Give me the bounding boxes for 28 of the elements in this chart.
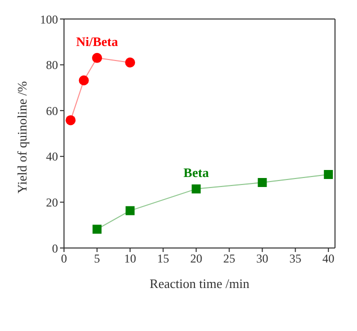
series-label: Ni/Beta bbox=[76, 34, 118, 49]
x-tick-label: 15 bbox=[157, 252, 170, 266]
y-tick-label: 100 bbox=[40, 12, 58, 26]
x-tick-label: 5 bbox=[94, 252, 100, 266]
y-tick-label: 40 bbox=[46, 150, 58, 164]
point bbox=[92, 52, 102, 63]
y-tick-label: 60 bbox=[46, 104, 58, 118]
point bbox=[192, 184, 201, 194]
point bbox=[324, 170, 333, 179]
point bbox=[126, 206, 135, 216]
x-tick-label: 0 bbox=[61, 252, 67, 266]
series-label: Beta bbox=[184, 164, 210, 180]
x-tick-label: 40 bbox=[322, 252, 334, 266]
point bbox=[258, 178, 267, 188]
point bbox=[66, 115, 76, 126]
x-tick-label: 20 bbox=[190, 252, 202, 266]
y-tick-label: 20 bbox=[46, 195, 58, 210]
x-axis-title: Reaction time /min bbox=[150, 276, 250, 291]
y-axis-title: Yield of quinoline /% bbox=[14, 81, 30, 194]
point bbox=[92, 224, 102, 234]
x-tick-label: 10 bbox=[124, 252, 136, 266]
x-tick-label: 30 bbox=[256, 252, 268, 266]
x-tick-label: 35 bbox=[289, 252, 302, 266]
x-tick-label: 25 bbox=[223, 252, 236, 266]
y-tick-label: 0 bbox=[52, 241, 58, 256]
point bbox=[125, 58, 136, 68]
point bbox=[78, 75, 89, 86]
y-tick-label: 80 bbox=[46, 58, 58, 72]
